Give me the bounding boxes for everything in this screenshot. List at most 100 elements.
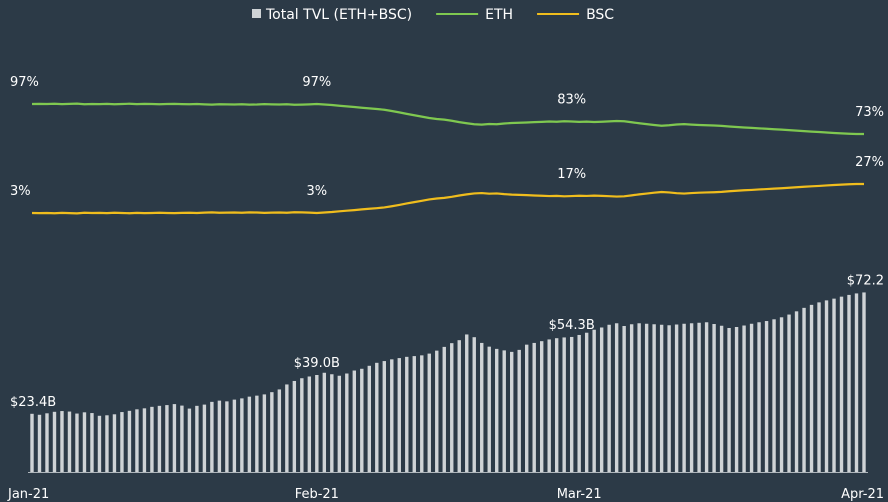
legend-label: BSC [586,7,614,23]
tvl-bar [472,337,476,472]
tvl-bar [622,326,626,472]
tvl-bar [405,356,409,472]
tvl-bar [315,375,319,472]
tvl-bar [172,404,177,472]
tvl-bar [247,396,252,472]
tvl-bar [562,337,566,472]
bsc-data-label: 3% [10,184,31,199]
tvl-bar [225,401,229,472]
tvl-bar [187,408,192,472]
legend-label: ETH [485,7,513,23]
bsc-data-label: 27% [855,155,884,170]
tvl-bar [120,412,124,472]
tvl-bar [412,356,416,472]
tvl-bar [52,411,57,472]
tvl-bar [277,389,282,472]
tvl-bar [629,324,634,472]
tvl-bar [157,405,162,472]
tvl-bar [674,324,679,472]
tvl-bar [712,324,716,472]
tvl-bar [832,298,836,472]
tvl-bar [232,399,237,472]
tvl-bar [375,362,379,472]
bsc-data-label: 3% [307,184,328,199]
tvl-bar [637,323,641,472]
legend-swatch-bar [252,9,261,18]
tvl-bar [495,348,499,472]
eth-data-label: 73% [855,105,884,120]
tvl-bar [502,350,506,472]
tvl-data-label: $39.0B [294,356,340,371]
tvl-bar [255,395,259,472]
tvl-bar [682,323,686,472]
tvl-bar [539,341,544,472]
tvl-bar [165,405,169,472]
tvl-bar [525,344,529,472]
tvl-bar [105,415,109,472]
eth-data-label: 97% [302,75,331,90]
tvl-bar [37,414,42,472]
tvl-bar [180,405,184,472]
tvl-bar [652,324,656,472]
share-lines [31,102,864,215]
tvl-bar [292,380,297,472]
tvl-bar [689,323,694,472]
tvl-bar [45,413,49,472]
tvl-bar [577,334,581,472]
tvl-bar [97,415,102,472]
tvl-bar [794,311,799,472]
tvl-bar [195,405,199,472]
tvl-bar [285,384,289,472]
legend-label: Total TVL (ETH+BSC) [265,7,412,23]
tvl-bar [442,346,446,472]
tvl-bar [127,410,132,472]
tvl-bar [30,413,34,472]
tvl-bar [802,307,806,472]
tvl-bar [457,340,461,472]
tvl-bar [150,406,154,472]
tvl-bar [697,322,701,472]
tvl-data-label: $23.4B [10,395,56,410]
tvl-bar [352,370,357,472]
tvl-bar [592,329,596,472]
tvl-bar [757,322,761,472]
tvl-data-label: $72.2 [847,273,884,288]
x-tick-label: Apr-21 [841,487,884,502]
bsc-line [31,182,864,215]
tvl-bar [839,296,844,472]
tvl-bar [517,349,521,472]
tvl-bar [210,401,214,472]
tvl-bar [82,412,87,472]
tvl-bar [90,413,94,472]
bsc-data-label: 17% [557,167,586,182]
tvl-bar [427,353,431,472]
tvl-bar [382,361,386,472]
tvl-bar [112,414,117,472]
tvl-bar [330,374,334,472]
legend: Total TVL (ETH+BSC) ETH BSC [252,7,614,23]
tvl-bar [240,398,244,472]
tvl-bar [360,368,364,472]
tvl-bar [584,332,589,472]
tvl-bar [854,293,859,472]
tvl-bar [847,294,851,472]
tvl-bar [727,327,731,472]
tvl-bar [262,394,267,472]
tvl-bar [510,351,514,472]
x-axis-ticks: Jan-21 Feb-21 Mar-21 Apr-21 [7,487,884,502]
tvl-bar [532,342,536,472]
tvl-bar [659,324,664,472]
tvl-bar [270,392,274,472]
eth-line [31,102,864,136]
tvl-bar [704,322,709,472]
tvl-bar [60,411,64,472]
tvl-bar [487,346,491,472]
tvl-bar [337,375,342,472]
tvl-bar [202,404,207,472]
tvl-bar [667,325,671,472]
tvl-bar [554,338,559,472]
tvl-bar [135,409,139,472]
tvl-bar [450,343,454,472]
tvl-bar [322,372,327,472]
tvl-bar [719,325,724,472]
